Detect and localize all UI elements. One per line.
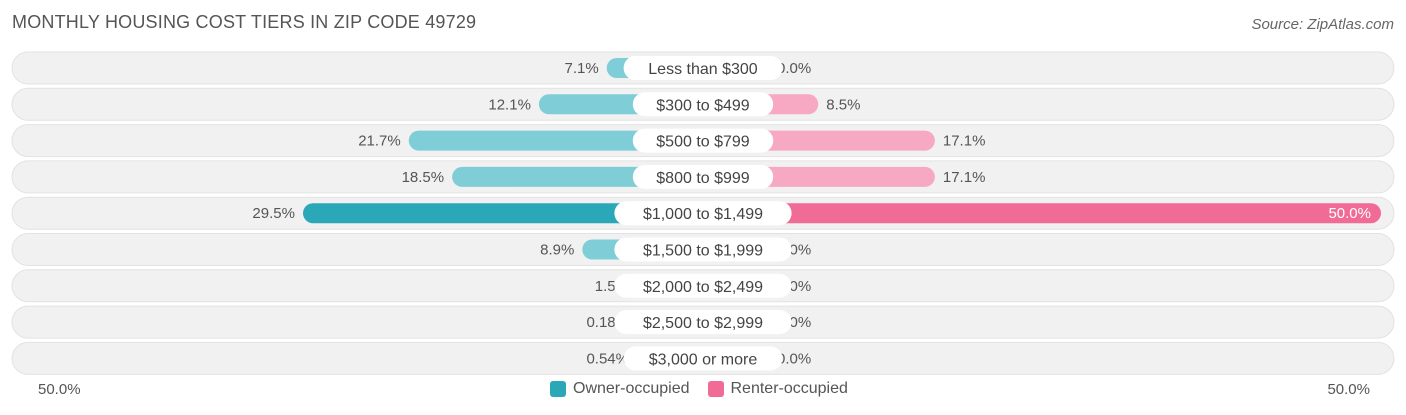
legend-label-renter: Renter-occupied [730, 380, 848, 397]
renter-value-label: 8.5% [826, 96, 860, 113]
legend-item-renter: Renter-occupied [707, 380, 848, 398]
category-label: $300 to $499 [656, 97, 750, 114]
chart-source: Source: ZipAtlas.com [1251, 16, 1394, 33]
owner-value-label: 21.7% [358, 133, 401, 150]
category-label: $2,000 to $2,499 [643, 279, 763, 296]
category-pill [614, 310, 792, 335]
owner-value-label: 18.5% [402, 169, 445, 186]
legend: Owner-occupied Renter-occupied [550, 380, 848, 398]
category-pill [614, 201, 792, 226]
renter-value-label: 0.0% [777, 350, 811, 367]
owner-value-label: 12.1% [488, 96, 531, 113]
category-pill [632, 164, 774, 189]
axis-left-label: 50.0% [38, 381, 81, 398]
owner-value-label: 7.1% [565, 60, 599, 77]
renter-value-label: 17.1% [943, 169, 986, 186]
owner-bar [302, 203, 703, 224]
category-label: $2,500 to $2,999 [643, 315, 763, 332]
category-pill [623, 56, 783, 80]
legend-label-owner: Owner-occupied [573, 380, 690, 397]
category-label: $3,000 or more [649, 351, 758, 368]
owner-value-label: 0.54% [586, 350, 629, 367]
axis-right-label: 50.0% [1327, 381, 1370, 398]
renter-value-label: 0.0% [777, 60, 811, 77]
category-label: $500 to $799 [656, 134, 750, 151]
category-label: $1,500 to $1,999 [643, 243, 763, 260]
renter-value-label: 17.1% [943, 133, 986, 150]
owner-value-label: 29.5% [252, 205, 295, 222]
category-label: Less than $300 [648, 61, 758, 78]
category-pill [623, 346, 783, 371]
owner-value-label: 8.9% [540, 242, 574, 259]
renter-bar [703, 203, 1381, 224]
renter-value-label: 50.0% [1328, 205, 1371, 222]
category-pill [614, 273, 792, 298]
category-pill [632, 128, 774, 153]
chart-title: MONTHLY HOUSING COST TIERS IN ZIP CODE 4… [12, 12, 477, 32]
chart-svg: 7.1% 0.0% Less than $300 12.1% 8.5% $300 to $… [11, 51, 1395, 375]
category-label: $800 to $999 [656, 170, 750, 187]
category-pill [632, 92, 774, 117]
category-label: $1,000 to $1,499 [643, 206, 763, 223]
owner-bar [408, 130, 703, 151]
legend-item-owner: Owner-occupied [550, 380, 690, 398]
legend-swatch-renter [707, 381, 724, 397]
category-pill [614, 237, 792, 262]
legend-swatch-owner [550, 381, 566, 397]
